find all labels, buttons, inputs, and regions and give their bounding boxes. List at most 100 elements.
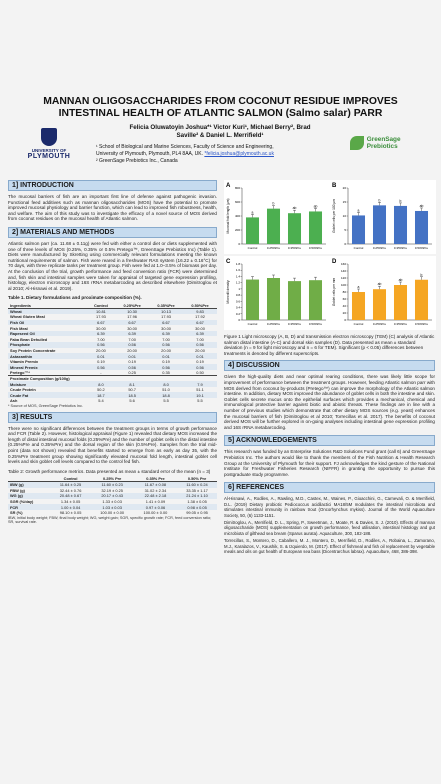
- table-cell: 22.48 ± 2.18: [144, 493, 167, 499]
- bar: [372, 205, 387, 244]
- ack-heading: 5] ACKNOWLEDGEMENTS: [224, 435, 435, 447]
- table-row: Fish Oil 6.67 6.67 6.67 6.67: [8, 319, 217, 326]
- y-tick-label: 1.8: [236, 262, 241, 266]
- table-cell: 0.19: [196, 359, 204, 365]
- results-text: There were no significant differences be…: [8, 425, 217, 465]
- table-cell: 6.67: [162, 319, 170, 325]
- university-logo-big: PLYMOUTH: [27, 153, 71, 160]
- chart-panel-c: C Microvilli density 0 0.2 0.4 0.6 0.8 1 1.2 1.4 1…: [224, 256, 330, 330]
- table-cell: 100.00 ± 0.00: [143, 510, 168, 516]
- y-tick-label: 400: [235, 214, 240, 218]
- table-cell: Astaxanthin: [10, 353, 33, 359]
- table-cell: 30.00: [161, 325, 171, 331]
- table-cell: 5.4: [98, 398, 104, 404]
- table1: Ingredients Control 0.25%Pre 0.35%Pre 0.50%P…: [8, 302, 217, 404]
- email-link[interactable]: *felicia.joshua@plymouth.ac.uk: [204, 151, 274, 157]
- table-row: SGR (%/day) 1.34 ± 0.05 1.33 ± 0.03 1.41 ± …: [8, 499, 217, 505]
- bar: [372, 289, 387, 320]
- table-cell: 30.00: [96, 325, 106, 331]
- table-cell: 7.00: [162, 336, 170, 342]
- references: Al-Hisnawi, A., Rodiles, A., Rawling, M.…: [224, 496, 435, 554]
- table-cell: 19.1: [196, 392, 204, 398]
- y-tick-label: 15: [343, 200, 347, 204]
- table-cell: 99.05 ± 0.95: [186, 510, 208, 516]
- y-axis-label: Goblet cells per mm: [332, 277, 336, 306]
- table1-footnote: * Source of MOS, GreenSage Prebiotics In…: [8, 403, 83, 408]
- ack-text: This research was funded by an Enterpris…: [224, 449, 435, 477]
- table-cell: 5.5: [163, 398, 169, 404]
- table-cell: 6.67: [128, 319, 136, 325]
- bar-chart-B: B Goblet cells per 100 µm 0 5 10 15 20 a Control…: [330, 180, 436, 254]
- table-cell: Vitamin Premix: [10, 359, 39, 365]
- y-axis-label: Mucosal fold length (µm): [226, 199, 230, 234]
- table-row: Soy Protein Concentrate 20.00 20.00 20.00 20…: [8, 348, 217, 354]
- significance-label: ab: [293, 206, 297, 210]
- table-cell: 30.00: [195, 325, 205, 331]
- bar: [393, 205, 408, 244]
- table-row: IBW (g) 11.64 ± 0.25 11.60 ± 0.23 11.67 ± 0…: [8, 481, 217, 488]
- table-cell: 0.19: [162, 359, 170, 365]
- significance-label: b: [421, 273, 423, 277]
- affiliations: ¹ School of Biological and Marine Scienc…: [96, 144, 346, 165]
- y-tick-label: 0.8: [236, 293, 241, 297]
- y-tick-label: 140: [341, 269, 346, 273]
- y-tick-label: 160: [341, 262, 346, 266]
- figure1-caption: Figure 1 Light microscopy (A, B, D) and …: [224, 334, 435, 356]
- left-column: 1] INTRODUCTION The mucosal barriers of …: [8, 180, 217, 524]
- discussion-heading: 4] DISCUSSION: [224, 360, 435, 372]
- table-cell: Crude Fat: [10, 392, 29, 398]
- table-cell: Fish Oil: [10, 319, 25, 325]
- university-logo-small: UNIVERSITY OF: [31, 148, 67, 153]
- table2-caption: Table 2: Growth performance metrics. Dat…: [8, 468, 211, 474]
- table-cell: Fish Meal: [10, 325, 28, 331]
- y-tick-label: 100: [341, 283, 346, 287]
- table-cell: 8.1: [129, 381, 135, 387]
- table-cell: Wheat: [10, 309, 22, 315]
- table-cell: 20.48 ± 0.67: [59, 493, 82, 499]
- y-tick-label: 0: [344, 318, 346, 322]
- y-tick-label: 800: [235, 186, 240, 190]
- table-cell: 7.00: [196, 336, 204, 342]
- table-cell: 1.33 ± 0.03: [102, 499, 122, 505]
- table-cell: 0.01: [97, 353, 105, 359]
- bar: [266, 208, 281, 244]
- bar-chart-D: D Goblet cells per mm 0 20 40 60 80 100 120 140 16…: [330, 256, 436, 330]
- table-cell: 51.0: [162, 387, 170, 393]
- table-cell: 7.00: [128, 336, 136, 342]
- table-cell: 1.03 ± 0.03: [102, 504, 122, 510]
- bar: [308, 211, 323, 244]
- bar: [414, 210, 429, 244]
- table-cell: 10.13: [161, 309, 171, 315]
- table-cell: 8.0: [163, 381, 169, 387]
- x-tick-label: 0.35%Pre: [288, 322, 302, 326]
- y-tick-label: 0.6: [236, 299, 241, 303]
- table-cell: 18.7: [97, 392, 105, 398]
- table-cell: Faba Bean Dehulled: [10, 336, 48, 342]
- table-cell: 30.00: [127, 325, 137, 331]
- table-cell: 1.00 ± 0.04: [60, 504, 81, 510]
- table-cell: 0.01: [196, 353, 204, 359]
- y-tick-label: 60: [343, 297, 347, 301]
- y-tick-label: 1.2: [236, 281, 241, 285]
- table-cell: 0.56: [128, 342, 136, 348]
- table-cell: 100.00 ± 0.00: [100, 510, 125, 516]
- table-cell: IBW (g): [10, 482, 24, 488]
- bar: [287, 213, 302, 244]
- x-tick-label: Control: [248, 322, 258, 326]
- table-cell: 32.19 ± 0.25: [101, 487, 123, 493]
- table-cell: WG (g): [10, 493, 23, 499]
- significance-label: b: [273, 202, 275, 206]
- y-tick-label: 1.6: [236, 268, 241, 272]
- table-row: WG (g) 20.48 ± 0.67 20.17 ± 0.43 22.48 ± 2.…: [8, 493, 217, 499]
- table-row: Mineral Premix 0.56 0.56 0.56 0.56: [8, 364, 217, 371]
- table-cell: Pretego™*: [10, 370, 30, 376]
- table-cell: Ash: [10, 398, 18, 404]
- table-cell: 6.67: [196, 319, 204, 325]
- significance-label: ab: [314, 204, 318, 208]
- table-cell: 17.93: [96, 314, 106, 320]
- significance-label: b: [379, 198, 381, 202]
- significance-label: ab: [399, 278, 403, 282]
- y-tick-label: 40: [343, 304, 347, 308]
- table-cell: 0.35: [162, 370, 170, 376]
- table-row: Ash 5.4 5.6 5.5 5.5: [8, 398, 217, 404]
